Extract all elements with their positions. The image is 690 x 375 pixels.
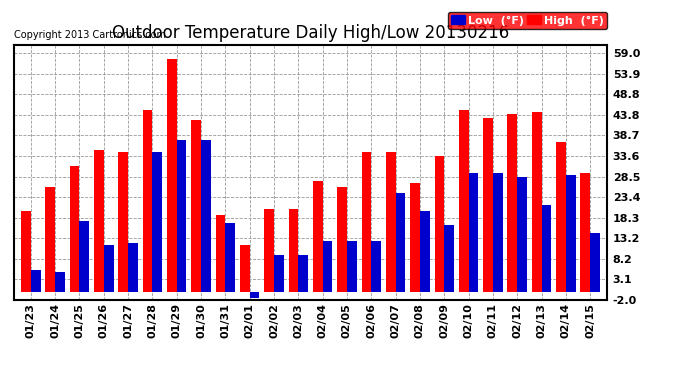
Bar (128, 243, 138, 292)
Bar (70, 166, 79, 292)
Bar (21, 211, 31, 292)
Bar (79, 221, 89, 292)
Bar (371, 241, 381, 292)
Bar (590, 233, 600, 292)
Bar (362, 152, 371, 292)
Bar (313, 181, 323, 292)
Bar (483, 118, 493, 292)
Bar (143, 110, 152, 292)
Bar (191, 120, 201, 292)
Bar (444, 225, 454, 292)
Bar (347, 241, 357, 292)
Title: Outdoor Temperature Daily High/Low 20130216: Outdoor Temperature Daily High/Low 20130… (112, 24, 509, 42)
Bar (323, 241, 333, 292)
Bar (152, 152, 162, 292)
Bar (274, 255, 284, 292)
Bar (566, 174, 575, 292)
Bar (216, 215, 226, 292)
Bar (532, 112, 542, 292)
Bar (337, 187, 347, 292)
Bar (518, 177, 527, 292)
Bar (240, 245, 250, 292)
Text: Copyright 2013 Cartronics.com: Copyright 2013 Cartronics.com (14, 30, 166, 40)
Bar (411, 183, 420, 292)
Bar (31, 270, 41, 292)
Bar (94, 150, 104, 292)
Bar (298, 255, 308, 292)
Bar (542, 205, 551, 292)
Bar (55, 272, 65, 292)
Bar (264, 209, 274, 292)
Bar (435, 156, 444, 292)
Legend: Low  (°F), High  (°F): Low (°F), High (°F) (448, 12, 607, 29)
Bar (420, 211, 430, 292)
Bar (288, 209, 298, 292)
Bar (177, 140, 186, 292)
Bar (580, 172, 590, 292)
Bar (201, 140, 210, 292)
Bar (250, 292, 259, 298)
Bar (493, 172, 502, 292)
Bar (226, 223, 235, 292)
Bar (556, 142, 566, 292)
Bar (507, 114, 518, 292)
Bar (119, 152, 128, 292)
Bar (395, 193, 405, 292)
Bar (386, 152, 395, 292)
Bar (46, 187, 55, 292)
Bar (459, 110, 469, 292)
Bar (469, 172, 478, 292)
Bar (104, 245, 114, 292)
Bar (167, 59, 177, 292)
